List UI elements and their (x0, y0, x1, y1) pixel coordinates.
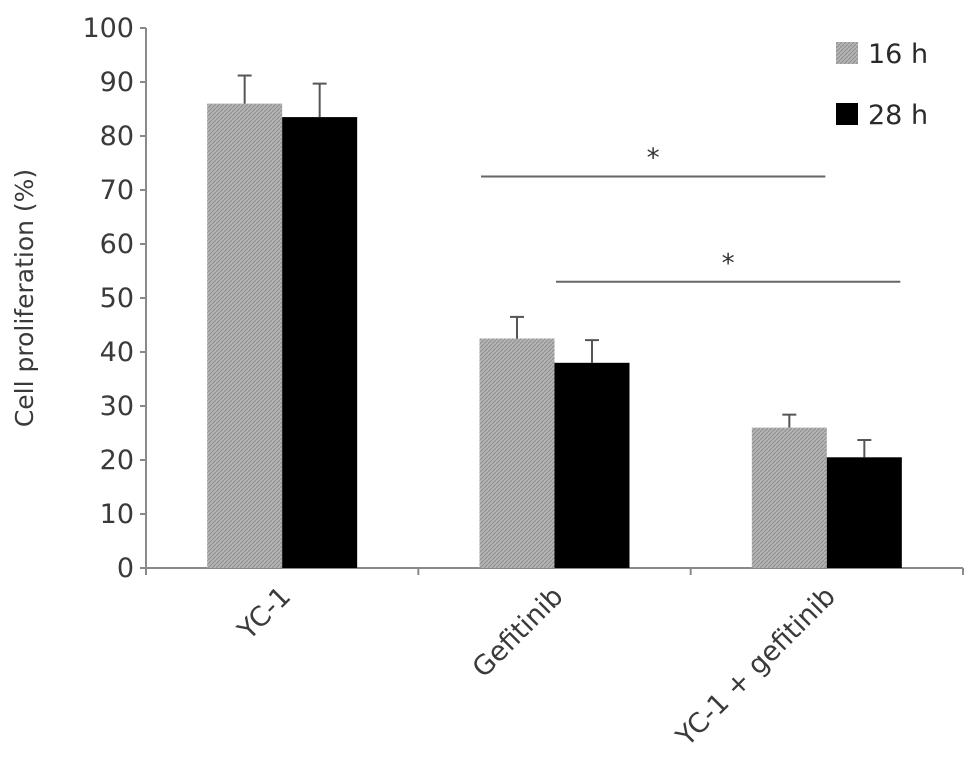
x-tick-label: YC-1 + gefitinib (670, 581, 842, 753)
y-tick-label: 20 (100, 445, 134, 476)
y-tick-label: 0 (117, 553, 134, 584)
bar-0-1 (479, 338, 555, 568)
significance-star: * (722, 249, 735, 279)
legend-swatch-0 (836, 42, 858, 64)
y-tick-label: 70 (100, 175, 134, 206)
bars (207, 103, 902, 568)
significance-star: * (647, 144, 660, 174)
legend-label-1: 28 h (868, 100, 928, 131)
legend-swatch-1 (836, 103, 858, 125)
x-tick-label: Gefitinib (467, 581, 570, 684)
y-tick-label: 30 (100, 391, 134, 422)
y-tick-label: 50 (100, 283, 134, 314)
y-tick-label: 10 (100, 499, 134, 530)
y-tick-label: 40 (100, 337, 134, 368)
bar-1-2 (826, 457, 902, 568)
bar-1-0 (282, 117, 358, 568)
bar-0-2 (751, 427, 827, 568)
y-axis-title: Cell proliferation (%) (10, 169, 39, 427)
bar-0-0 (207, 103, 283, 568)
y-tick-label: 100 (82, 13, 134, 44)
y-tick-label: 80 (100, 121, 134, 152)
y-tick-label: 90 (100, 67, 134, 98)
y-tick-label: 60 (100, 229, 134, 260)
significance-annotations: ** (481, 144, 901, 283)
x-tick-label: YC-1 (231, 581, 297, 647)
legend-label-0: 16 h (868, 39, 928, 70)
error-bars (237, 74, 872, 458)
legend: 16 h 28 h (836, 39, 928, 131)
bar-1-1 (554, 362, 630, 568)
